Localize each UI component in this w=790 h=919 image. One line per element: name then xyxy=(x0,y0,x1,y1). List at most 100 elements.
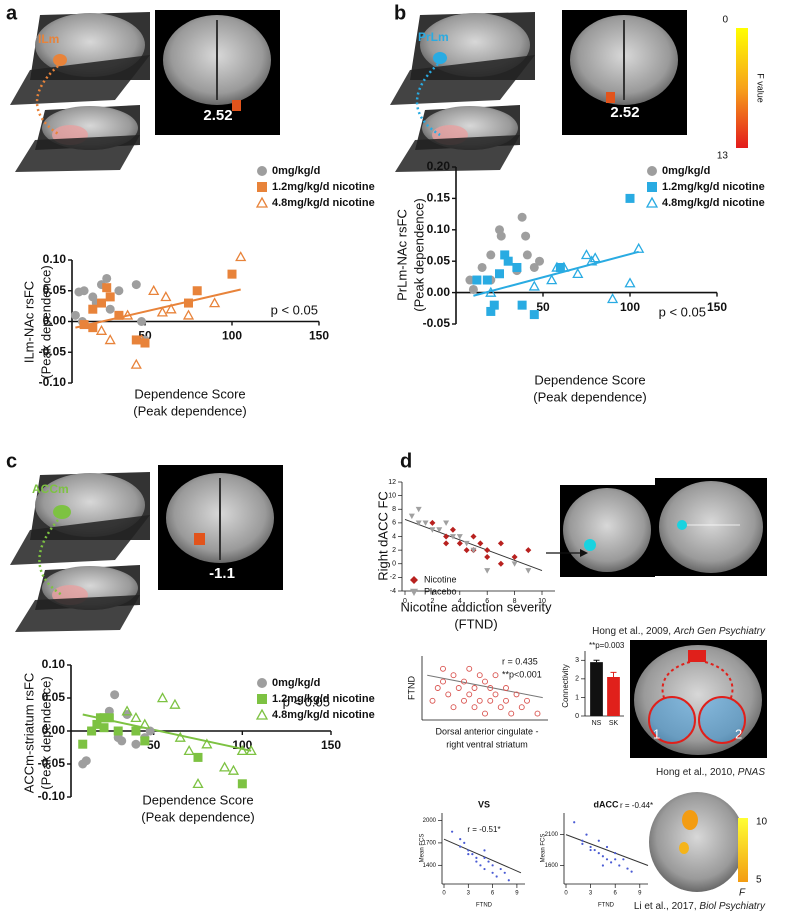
y-tick-label: -0.05 xyxy=(38,756,66,770)
data-point xyxy=(486,306,496,316)
y-tick-label: 0 xyxy=(392,561,396,568)
data-point xyxy=(626,867,629,870)
data-point xyxy=(456,534,463,540)
data-point xyxy=(475,856,478,859)
data-point xyxy=(472,275,482,285)
data-point xyxy=(99,723,109,733)
data-point xyxy=(183,744,195,756)
data-point xyxy=(408,513,415,520)
colorbar-tick-label: 13 xyxy=(717,151,729,162)
region-number: 1 xyxy=(653,726,660,741)
y-axis-label: ACCm-striatum rsFC xyxy=(21,673,36,794)
x-tick-label: 10 xyxy=(538,598,546,605)
bar xyxy=(607,677,620,716)
data-point xyxy=(470,547,477,554)
data-point xyxy=(477,262,487,272)
data-point xyxy=(227,764,240,775)
x-tick-label: 150 xyxy=(707,300,727,314)
data-point xyxy=(459,845,462,848)
data-point xyxy=(597,839,600,842)
y-axis-label: (Peak dependence) xyxy=(411,198,426,311)
x-tick-label: 9 xyxy=(515,891,519,897)
data-point xyxy=(131,335,141,345)
colorbar xyxy=(738,818,748,882)
data-point xyxy=(192,286,202,296)
data-point xyxy=(497,704,504,711)
panel-letter: c xyxy=(6,450,17,472)
data-point xyxy=(529,262,539,272)
data-point xyxy=(606,293,619,304)
data-point xyxy=(461,678,467,685)
data-point xyxy=(70,310,80,320)
brain-slice xyxy=(155,10,280,135)
data-point xyxy=(586,255,598,266)
x-axis-label: (FTND) xyxy=(454,616,497,631)
data-point xyxy=(614,852,617,855)
data-point xyxy=(522,250,532,260)
region-number: 2 xyxy=(735,726,742,741)
y-tick-label: -2 xyxy=(390,574,396,581)
data-point xyxy=(517,212,527,222)
data-point xyxy=(237,779,247,789)
legend-label: 1.2mg/kg/d nicotine xyxy=(272,181,375,193)
data-point xyxy=(415,506,422,513)
panel-letter: b xyxy=(394,2,406,24)
data-point xyxy=(463,540,470,547)
annotation: r = -0.44* xyxy=(620,801,653,810)
data-point xyxy=(486,250,496,260)
x-tick-label: 8 xyxy=(513,598,517,605)
data-point xyxy=(500,250,510,260)
legend-marker xyxy=(257,678,267,688)
data-point xyxy=(495,875,498,878)
data-point xyxy=(105,292,115,302)
data-point xyxy=(137,317,147,326)
data-point xyxy=(131,726,141,736)
data-point xyxy=(429,519,436,526)
data-point xyxy=(465,275,475,285)
y-tick-label: -0.10 xyxy=(39,375,67,389)
data-point xyxy=(79,320,89,330)
legend-marker xyxy=(257,694,267,704)
data-point xyxy=(492,672,499,679)
data-point xyxy=(415,520,422,526)
brain-mri xyxy=(546,478,767,577)
legend-marker xyxy=(257,166,267,176)
data-point xyxy=(102,273,112,283)
x-tick-label: SK xyxy=(609,720,619,727)
y-tick-label: 1 xyxy=(575,694,579,701)
data-point xyxy=(99,713,109,723)
legend-marker xyxy=(255,708,269,720)
data-point xyxy=(476,672,483,679)
data-point xyxy=(105,304,115,314)
data-point xyxy=(449,526,456,533)
data-point xyxy=(555,262,565,272)
y-tick-label: 0.00 xyxy=(427,285,451,299)
y-tick-label: 2000 xyxy=(423,818,437,824)
data-point xyxy=(145,726,155,736)
data-point xyxy=(534,710,541,717)
data-point xyxy=(97,298,106,308)
data-point xyxy=(182,309,195,320)
data-point xyxy=(482,678,488,685)
citation-authors: Li et al., 2017, xyxy=(634,901,700,912)
data-point xyxy=(450,672,457,679)
data-point xyxy=(429,697,436,704)
y-tick-label: 0.15 xyxy=(427,191,451,205)
data-point xyxy=(104,713,114,723)
data-point xyxy=(184,298,193,308)
data-point xyxy=(483,867,486,871)
x-tick-label: 6 xyxy=(485,598,489,605)
data-point xyxy=(434,685,441,691)
colorbar-label: F xyxy=(739,888,746,899)
data-point xyxy=(524,697,530,704)
colorbar-tick-label: 10 xyxy=(756,817,768,828)
x-tick-label: 0 xyxy=(442,891,446,897)
data-point xyxy=(503,871,506,874)
data-point xyxy=(513,691,520,698)
data-point xyxy=(131,280,141,290)
data-point xyxy=(597,852,600,855)
x-tick-label: 6 xyxy=(614,891,618,897)
x-tick-label: 3 xyxy=(467,891,471,897)
data-point xyxy=(78,739,88,749)
y-tick-label: 3 xyxy=(575,657,579,664)
